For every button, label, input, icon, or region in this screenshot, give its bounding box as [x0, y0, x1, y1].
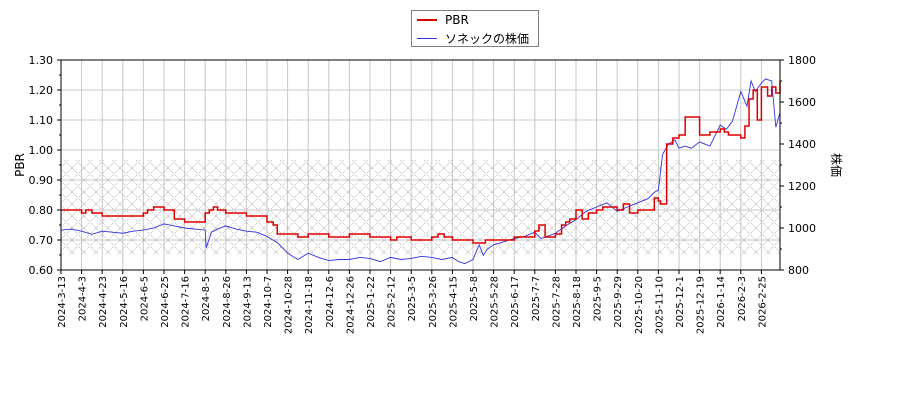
- x-tick-label: 2025-12-19: [696, 276, 707, 334]
- y-axis-right: 800 1000 1200 1400 1600 1800: [780, 54, 816, 277]
- legend: PBR ソネックの株価: [411, 10, 539, 47]
- x-tick-label: 2025-7-7: [531, 276, 542, 321]
- x-axis: 2024-3-13 2024-4-3 2024-4-23 2024-5-16 2024-…: [57, 270, 768, 334]
- y-tick-label: 0.80: [29, 204, 54, 217]
- x-tick-label: 2025-2-12: [387, 276, 398, 328]
- pbr-line-swatch-icon: [417, 19, 437, 21]
- x-tick-label: 2025-9-5: [593, 276, 604, 321]
- y-right-tick-label: 1600: [788, 96, 816, 109]
- legend-item-pbr: PBR: [417, 12, 469, 28]
- x-tick-label: 2025-4-15: [448, 276, 459, 328]
- x-tick-label: 2025-5-8: [469, 276, 480, 321]
- price-line: [60, 78, 781, 265]
- x-tick-label: 2025-3-5: [407, 276, 418, 321]
- x-tick-label: 2025-10-20: [634, 276, 645, 334]
- y-axis-left-label: PBR: [13, 153, 27, 177]
- x-tick-label: 2024-7-16: [181, 276, 192, 328]
- pbr-line: [61, 81, 781, 244]
- y-tick-label: 1.10: [29, 114, 54, 127]
- x-tick-label: 2024-5-16: [119, 276, 130, 328]
- x-tick-label: 2024-12-26: [345, 276, 356, 334]
- x-tick-label: 2024-6-5: [139, 276, 150, 321]
- x-tick-label: 2025-6-17: [510, 276, 521, 328]
- y-tick-label: 1.30: [29, 54, 54, 67]
- x-tick-label: 2024-12-6: [325, 276, 336, 328]
- y-right-tick-label: 1000: [788, 222, 816, 235]
- legend-label-pbr: PBR: [445, 13, 469, 27]
- x-tick-label: 2024-9-13: [242, 276, 253, 328]
- x-tick-label: 2024-3-13: [57, 276, 68, 328]
- y-right-tick-label: 1200: [788, 180, 816, 193]
- x-tick-label: 2024-4-23: [98, 276, 109, 328]
- x-tick-label: 2025-1-22: [366, 276, 377, 328]
- x-tick-label: 2025-8-18: [572, 276, 583, 328]
- y-axis-left: 0.60 0.70 0.80 0.90 1.00 1.10 1.20 1.30: [29, 54, 61, 277]
- x-tick-label: 2024-8-26: [222, 276, 233, 328]
- price-line-swatch-icon: [417, 37, 437, 39]
- y-right-tick-label: 1800: [788, 54, 816, 67]
- y-tick-label: 0.90: [29, 174, 54, 187]
- series-lines: [60, 78, 781, 265]
- y-tick-label: 1.20: [29, 84, 54, 97]
- x-tick-label: 2024-6-25: [160, 276, 171, 328]
- legend-label-price: ソネックの株価: [445, 31, 530, 46]
- x-tick-label: 2026-2-3: [737, 276, 748, 321]
- y-right-tick-label: 1400: [788, 138, 816, 151]
- x-tick-label: 2026-1-14: [716, 276, 727, 328]
- y-axis-right-label: 株価: [829, 153, 844, 177]
- x-tick-label: 2024-11-18: [304, 276, 315, 334]
- y-tick-label: 0.60: [29, 264, 54, 277]
- x-tick-label: 2025-5-28: [490, 276, 501, 328]
- x-tick-label: 2025-9-29: [613, 276, 624, 328]
- x-tick-label: 2025-11-10: [654, 276, 665, 334]
- x-tick-label: 2026-2-25: [757, 276, 768, 328]
- y-right-tick-label: 800: [788, 264, 809, 277]
- x-tick-label: 2024-8-5: [201, 276, 212, 321]
- x-tick-label: 2024-4-3: [78, 276, 89, 321]
- x-tick-label: 2024-10-7: [263, 276, 274, 328]
- x-tick-label: 2025-12-1: [675, 276, 686, 328]
- x-tick-label: 2025-7-28: [551, 276, 562, 328]
- x-tick-label: 2025-3-26: [428, 276, 439, 328]
- legend-item-price: ソネックの株価: [417, 30, 529, 46]
- y-tick-label: 0.70: [29, 234, 54, 247]
- y-tick-label: 1.00: [29, 144, 54, 157]
- x-tick-label: 2024-10-28: [284, 276, 295, 334]
